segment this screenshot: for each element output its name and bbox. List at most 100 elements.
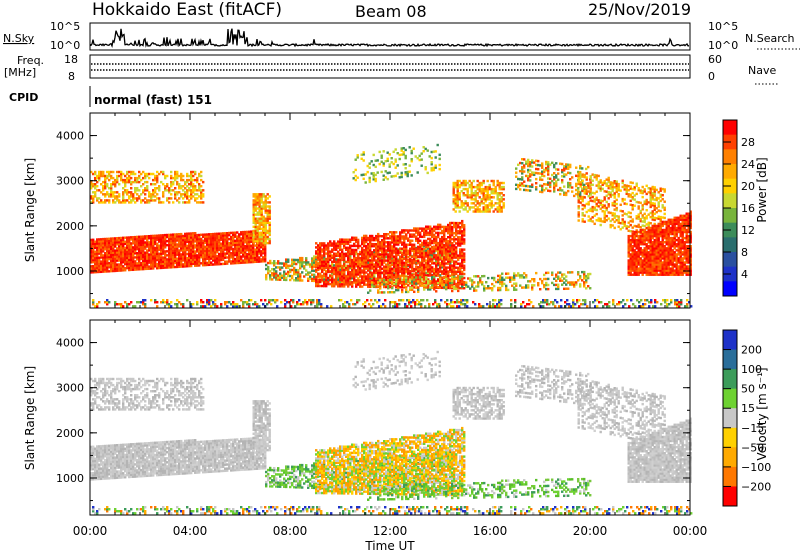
echo-cell [281, 276, 284, 279]
echo-cell [385, 267, 388, 270]
echo-cell [429, 286, 432, 289]
echo-cell [319, 284, 322, 288]
echo-cell [140, 266, 143, 269]
echo-cell [497, 274, 500, 278]
echo-cell [168, 249, 171, 253]
echo-cell [168, 241, 171, 245]
echo-cell [164, 185, 167, 188]
echo-cell [226, 234, 229, 237]
echo-cell [359, 261, 362, 264]
echo-cell [403, 247, 406, 250]
echo-cell [394, 160, 397, 163]
echo-cell [186, 185, 189, 188]
echo-cell [234, 247, 237, 251]
echo-cell [190, 176, 193, 180]
echo-cell [447, 256, 450, 259]
echo-cell [264, 231, 267, 235]
echo-cell [462, 179, 465, 183]
echo-cell [359, 269, 362, 272]
echo-cell [420, 152, 423, 155]
echo-cell [240, 245, 243, 248]
echo-cell [218, 242, 221, 246]
echo-cell [466, 181, 469, 185]
echo-cell [242, 251, 245, 254]
echo-cell [481, 281, 484, 284]
echo-cell [458, 179, 461, 183]
echo-cell [363, 244, 366, 248]
echo-cell [102, 201, 105, 204]
echo-cell [431, 227, 434, 231]
echo-cell [394, 166, 397, 169]
echo-cell [515, 284, 518, 287]
echo-cell [468, 206, 471, 209]
echo-cell [182, 174, 185, 178]
echo-cell [256, 256, 259, 259]
echo-cell [462, 194, 465, 197]
echo-cell [162, 250, 165, 253]
echo-cell [108, 239, 111, 243]
echo-cell [449, 225, 452, 229]
echo-cell [160, 242, 163, 245]
echo-cell [379, 257, 382, 260]
echo-cell [198, 235, 201, 239]
echo-cell [333, 278, 336, 282]
echo-cell [337, 260, 340, 264]
echo-cell [194, 260, 197, 263]
echo-cell [462, 204, 465, 207]
echo-cell [383, 251, 386, 254]
echo-cell [463, 240, 466, 243]
echo-cell [329, 266, 332, 270]
echo-cell [377, 275, 380, 278]
echo-cell [311, 269, 314, 272]
echo-cell [427, 270, 430, 273]
echo-cell [198, 256, 201, 259]
echo-cell [307, 279, 310, 282]
echo-cell [160, 258, 163, 262]
echo-cell [380, 170, 383, 174]
echo-cell [401, 265, 404, 269]
echo-cell [463, 283, 466, 286]
echo-cell [427, 280, 430, 283]
echo-cell [434, 164, 437, 167]
echo-cell [355, 244, 358, 248]
echo-cell [371, 251, 374, 254]
echo-cell [501, 282, 504, 286]
echo-cell [565, 283, 568, 286]
echo-cell [112, 176, 115, 180]
echo-cell [327, 268, 330, 272]
echo-cell [254, 252, 257, 255]
echo-cell [383, 235, 386, 238]
echo-cell [152, 255, 155, 258]
echo-cell [220, 236, 223, 239]
echo-cell [146, 185, 149, 188]
echo-cell [439, 223, 442, 227]
echo-cell [419, 265, 422, 268]
echo-cell [401, 261, 404, 265]
echo-cell [519, 276, 522, 279]
echo-cell [439, 252, 442, 255]
echo-cell [154, 174, 157, 178]
echo-cell [317, 246, 320, 249]
echo-cell [423, 243, 426, 247]
echo-cell [122, 261, 125, 264]
echo-cell [319, 250, 322, 253]
echo-cell [361, 259, 364, 262]
echo-cell [186, 248, 189, 252]
echo-cell [108, 247, 111, 251]
echo-cell [202, 249, 205, 253]
echo-cell [248, 238, 251, 242]
echo-cell [106, 199, 109, 202]
echo-cell [313, 263, 316, 266]
echo-cell [413, 270, 416, 273]
echo-cell [365, 251, 368, 254]
echo-cell [337, 240, 340, 243]
echo-cell [371, 238, 374, 242]
echo-cell [186, 193, 189, 196]
echo-cell [140, 257, 143, 261]
echo-cell [136, 197, 139, 200]
echo-cell [283, 278, 286, 282]
echo-cell [429, 282, 432, 285]
echo-cell [110, 189, 113, 192]
echo-cell [403, 243, 406, 246]
echo-cell [357, 246, 360, 250]
